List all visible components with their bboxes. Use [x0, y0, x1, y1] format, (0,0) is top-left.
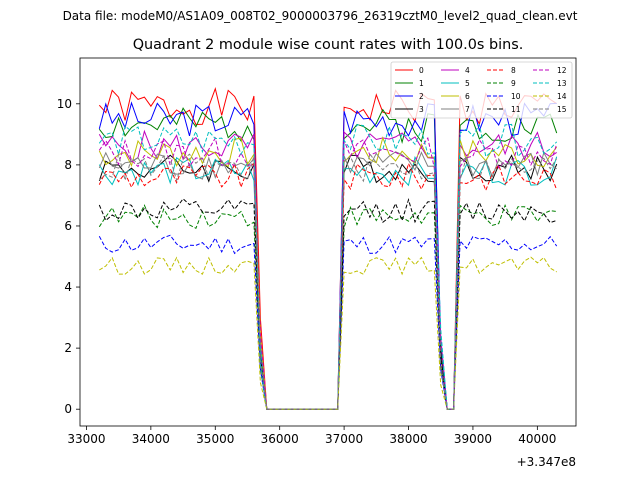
- series-line-10: [98, 234, 558, 410]
- series-line-5: [98, 156, 558, 410]
- chart-title: Quadrant 2 module wise count rates with …: [133, 37, 524, 53]
- series-layer: [98, 86, 558, 410]
- legend-label-15: 15: [557, 105, 567, 114]
- x-tick-label: 40000: [518, 432, 556, 446]
- series-line-11: [98, 197, 557, 410]
- x-axis: 33000 34000 35000 36000 37000 38000 39000 40000: [67, 426, 556, 446]
- series-line-15: [98, 152, 558, 410]
- series-line-12: [98, 136, 558, 410]
- x-tick-label: 38000: [389, 432, 427, 446]
- legend-label-13: 13: [557, 79, 567, 88]
- legend-label-4: 4: [465, 66, 470, 75]
- legend-label-8: 8: [511, 66, 516, 75]
- x-tick-label: 36000: [261, 432, 299, 446]
- legend-label-11: 11: [511, 105, 521, 114]
- series-line-7: [98, 151, 558, 410]
- y-tick-label: 4: [64, 280, 72, 294]
- legend-label-2: 2: [419, 92, 424, 101]
- series-line-0: [98, 86, 557, 410]
- legend-label-0: 0: [419, 66, 424, 75]
- legend-label-6: 6: [465, 92, 470, 101]
- legend-label-12: 12: [557, 66, 567, 75]
- legend-label-7: 7: [465, 105, 470, 114]
- y-tick-label: 8: [64, 158, 72, 172]
- y-tick-label: 10: [57, 97, 72, 111]
- x-tick-label: 35000: [196, 432, 234, 446]
- y-tick-label: 6: [64, 219, 72, 233]
- series-line-4: [98, 129, 557, 410]
- legend-box: [390, 61, 573, 119]
- series-line-13: [98, 123, 558, 410]
- legend-label-9: 9: [511, 79, 516, 88]
- x-tick-label: 37000: [325, 432, 363, 446]
- legend-label-1: 1: [419, 79, 424, 88]
- series-line-3: [98, 154, 558, 410]
- legend-label-3: 3: [419, 105, 424, 114]
- legend-label-5: 5: [465, 79, 470, 88]
- y-tick-label: 0: [64, 402, 72, 416]
- legend-label-14: 14: [557, 92, 567, 101]
- x-tick-label: 39000: [454, 432, 492, 446]
- plot-frame: [79, 57, 577, 427]
- legend-label-10: 10: [511, 92, 521, 101]
- series-line-14: [99, 256, 557, 410]
- series-line-6: [98, 136, 558, 410]
- x-axis-offset-text: +3.347e8: [517, 455, 576, 469]
- x-tick-label: 33000: [67, 432, 105, 446]
- y-tick-label: 2: [64, 341, 72, 355]
- chart-suptitle: Data file: modeM0/AS1A09_008T02_90000037…: [63, 9, 578, 23]
- x-tick-label: 34000: [132, 432, 170, 446]
- series-line-8: [98, 161, 558, 410]
- series-line-1: [98, 107, 558, 410]
- y-axis: 0 2 4 6 8 10: [57, 97, 80, 416]
- series-line-9: [98, 203, 557, 410]
